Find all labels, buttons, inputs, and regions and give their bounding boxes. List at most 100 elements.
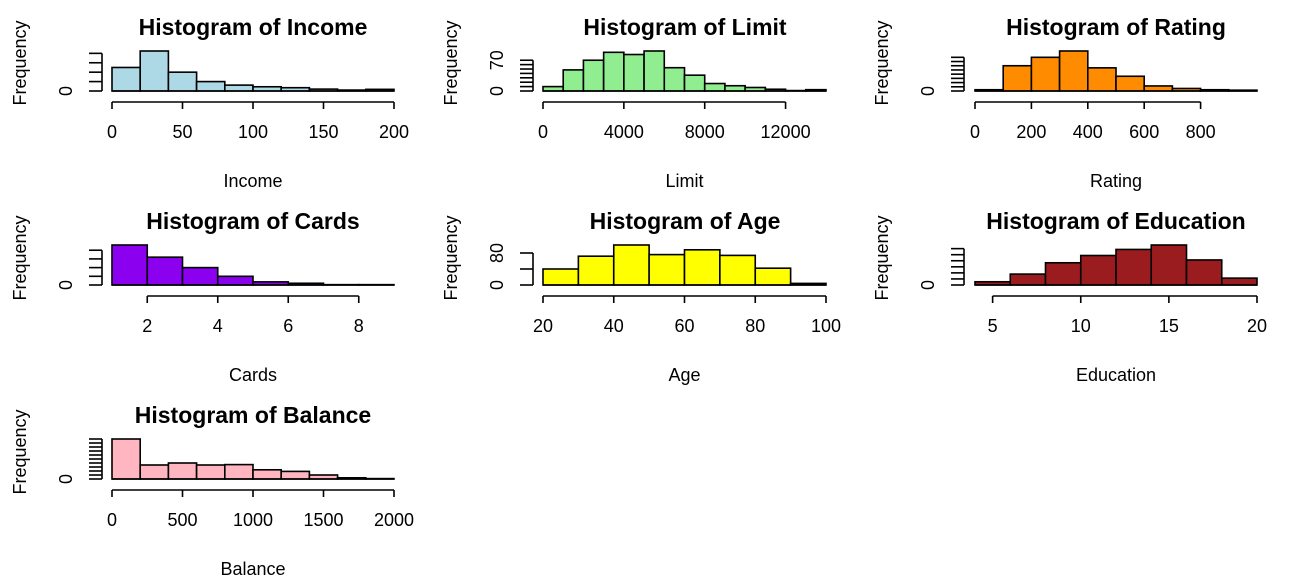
x-tick-label: 8000 (685, 122, 725, 142)
panel-education: Histogram of Education 5 10 15 20 Education 0 F… (872, 208, 1267, 385)
bar (195, 464, 226, 480)
bar (754, 267, 792, 286)
bar (1220, 277, 1258, 286)
x-tick-label: 0 (970, 122, 980, 142)
x-tick-label: 50 (172, 122, 192, 142)
x-tick-label: 200 (379, 122, 409, 142)
bar (1185, 259, 1223, 286)
bar (111, 66, 142, 92)
bar (612, 244, 650, 286)
bar (683, 74, 706, 92)
bar (167, 462, 198, 480)
bar (224, 84, 254, 92)
x-tick-label: 40 (604, 316, 624, 336)
y-tick-label: 0 (487, 280, 507, 290)
y-tick-label: 80 (487, 243, 507, 263)
bar (146, 256, 184, 286)
y-tick-label: 0 (487, 86, 507, 96)
x-tick-label: 150 (308, 122, 338, 142)
y-tick-label: 0 (918, 280, 938, 290)
x-tick-label: 4 (213, 316, 223, 336)
bar (602, 51, 625, 92)
x-axis-label: Rating (1090, 171, 1142, 191)
panel-cards: Histogram of Cards 2 4 6 8 Cards 0 Frequency (10, 208, 395, 385)
bar (195, 80, 226, 92)
y-tick-label: 0 (56, 474, 76, 484)
bar (577, 255, 615, 286)
x-tick-label: 20 (533, 316, 553, 336)
x-tick-label: 12000 (761, 122, 811, 142)
x-axis-label: Age (668, 365, 700, 385)
bar (1087, 67, 1117, 92)
x-tick-label: 0 (107, 510, 117, 530)
x-tick-label: 80 (745, 316, 765, 336)
panel-income: Histogram of Income 0 50 100 150 200 Income 0 Fr… (10, 14, 409, 191)
bar (139, 50, 170, 92)
panel-limit: Histogram of Limit 0 4000 8000 12000 Limit 0 70… (441, 14, 827, 191)
bar (1115, 75, 1146, 92)
x-tick-label: 100 (811, 316, 841, 336)
bar (1115, 248, 1153, 286)
bar (1002, 64, 1033, 92)
y-axis-label: Frequency (10, 409, 30, 494)
x-axis-label: Income (223, 171, 282, 191)
x-tick-label: 1000 (233, 510, 273, 530)
x-tick-label: 500 (167, 510, 197, 530)
bar (643, 50, 666, 92)
y-axis-label: Frequency (872, 215, 892, 300)
y-axis-label: Frequency (10, 215, 30, 300)
bar (1030, 56, 1061, 92)
bar (280, 470, 311, 480)
x-axis-label: Cards (229, 365, 277, 385)
y-axis-label: Frequency (441, 20, 461, 105)
x-tick-label: 1500 (303, 510, 343, 530)
x-tick-label: 200 (1016, 122, 1046, 142)
x-axis-label: Education (1076, 365, 1156, 385)
y-axis-label: Frequency (872, 20, 892, 105)
bar (111, 244, 149, 286)
bar (1009, 273, 1047, 286)
bar (1058, 50, 1089, 92)
bar (252, 468, 283, 480)
x-tick-label: 5 (988, 316, 998, 336)
y-tick-label: 0 (918, 86, 938, 96)
panel-balance: Histogram of Balance 0 500 1000 1500 2000 Bala… (10, 402, 414, 579)
panel-rating: Histogram of Rating 0 200 400 600 800 Rating 0 F… (872, 14, 1258, 191)
x-tick-label: 400 (1073, 122, 1103, 142)
bar (542, 268, 580, 286)
x-tick-label: 0 (538, 122, 548, 142)
bar (582, 59, 605, 92)
bar (216, 275, 254, 286)
y-axis-label: Frequency (10, 20, 30, 105)
bar (663, 66, 686, 92)
bar (1044, 261, 1082, 286)
x-tick-label: 0 (107, 122, 117, 142)
bar (719, 254, 757, 286)
x-axis-label: Balance (220, 559, 285, 579)
x-tick-label: 20 (1247, 316, 1267, 336)
bar (562, 69, 585, 92)
x-tick-label: 60 (674, 316, 694, 336)
bar (167, 71, 198, 92)
x-tick-label: 10 (1071, 316, 1091, 336)
chart-title: Histogram of Education (986, 208, 1245, 234)
y-tick-label: 0 (56, 280, 76, 290)
bar (683, 249, 721, 286)
x-tick-label: 100 (238, 122, 268, 142)
bar (181, 266, 219, 286)
bar (111, 438, 142, 480)
chart-title: Histogram of Age (590, 208, 781, 234)
bar (139, 464, 170, 480)
y-axis-label: Frequency (441, 215, 461, 300)
bar (1079, 254, 1117, 286)
x-tick-label: 4000 (604, 122, 644, 142)
x-tick-label: 15 (1159, 316, 1179, 336)
y-tick-label: 0 (56, 86, 76, 96)
x-tick-label: 8 (354, 316, 364, 336)
panel-age: Histogram of Age 20 40 60 80 100 Age 0 80 Frequen… (441, 208, 841, 385)
x-tick-label: 2 (142, 316, 152, 336)
chart-title: Histogram of Rating (1006, 14, 1226, 40)
y-tick-label: 70 (487, 50, 507, 70)
x-tick-label: 6 (283, 316, 293, 336)
